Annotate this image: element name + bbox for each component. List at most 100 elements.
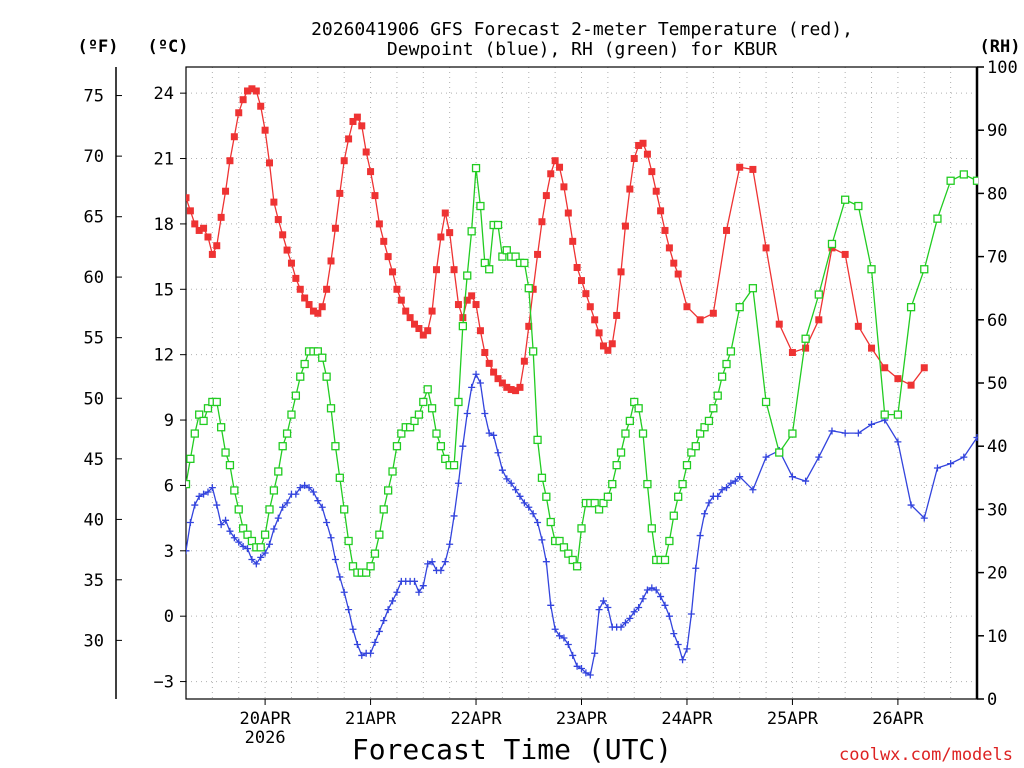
rh-tick-label: 40 [987,437,1007,457]
temperature-point [582,290,590,298]
rh-point [243,530,252,539]
dewpoint-point [244,545,252,553]
temperature-point [397,296,405,304]
rh-point [463,271,472,280]
temperature-point [186,207,194,215]
rh-point [893,410,903,419]
rh-point [959,170,968,179]
x-tick-label: 22APR [450,709,502,729]
fahrenheit-tick-label: 55 [84,329,104,349]
dewpoint-point [191,501,199,509]
rh-point [502,246,511,255]
rh-point [814,290,823,299]
rh-point [419,397,428,407]
rh-point [467,227,476,236]
dewpoint-point [393,588,401,596]
temperature-point [349,117,357,125]
x-tick-label: 26APR [872,709,924,729]
dewpoint-point [920,514,928,522]
rh-point [318,353,327,362]
dewpoint-point [468,383,476,391]
dewpoint-point [564,641,572,649]
dewpoint-point [503,475,511,483]
temperature-point [529,285,537,293]
dewpoint-point [762,453,770,461]
temperature-point [384,253,392,261]
temperature-point [599,342,607,350]
rh-point [709,404,718,413]
fahrenheit-tick-label: 60 [84,268,104,288]
dewpoint-point [652,586,660,594]
dewpoint-point [569,651,577,659]
dewpoint-point [657,593,665,601]
temperature-point [854,322,862,330]
temperature-point [441,209,449,217]
temperature-point [604,346,612,354]
rh-point [432,429,441,438]
rh-point [282,429,292,438]
rh-point [634,404,643,413]
dewpoint-point [226,527,234,535]
rh-point [717,372,727,381]
dewpoint-point [353,641,361,649]
rh-tick-label: 70 [987,248,1007,268]
temperature-point [318,303,326,311]
rh-point [414,410,424,419]
dewpoint-point [446,540,454,548]
temperature-point [542,192,550,200]
celsius-unit-label: (ºC) [148,37,189,57]
rh-point [643,479,652,489]
dewpoint-point [340,588,348,596]
dewpoint-point [828,427,836,435]
dewpoint-point [705,499,713,507]
rh-point [260,530,270,539]
rh-point [577,524,586,533]
dewpoint-point [195,492,203,500]
dewpoint-point [630,608,638,616]
temperature-point [613,311,621,319]
rh-point [946,176,955,185]
temperature-point [468,292,476,300]
fahrenheit-tick-label: 40 [84,510,104,530]
dewpoint-point [973,433,978,441]
rh-point [722,359,731,369]
dewpoint-point [384,606,392,614]
dewpoint-point [301,481,309,489]
dewpoint-point [683,645,691,653]
dewpoint-point [485,429,493,437]
rh-point [410,416,419,426]
dewpoint-point [472,370,480,378]
rh-point [933,214,942,223]
temperature-point [621,222,629,230]
temperature-point [424,327,432,335]
temperature-point [186,194,190,202]
dewpoint-point [788,473,796,481]
rh-point [638,429,648,438]
dewpoint-point [358,651,366,659]
temperature-point [657,207,665,215]
dewpoint-point [274,514,282,522]
temperature-point [498,379,506,387]
celsius-tick-label: 24 [154,84,174,104]
temperature-point [749,165,757,173]
rh-point [564,549,573,558]
dewpoint-point [411,577,419,585]
dewpoint-point [960,453,968,461]
temperature-point [560,183,568,191]
dewpoint-point [582,669,590,677]
temperature-point [512,387,520,395]
rh-point [669,511,678,520]
dewpoint-point [331,556,339,564]
rh-point [674,492,683,501]
rh-point [383,486,393,495]
rh-tick-label: 80 [987,184,1007,204]
rh-point [423,385,432,394]
dewpoint-point [476,379,484,387]
dewpoint-point [635,603,643,611]
celsius-tick-label: 3 [164,542,174,562]
rh-point [678,479,687,489]
temperature-point [279,231,287,239]
temperature-point [222,187,230,195]
fahrenheit-tick-label: 35 [84,571,104,591]
rh-point [841,195,850,204]
